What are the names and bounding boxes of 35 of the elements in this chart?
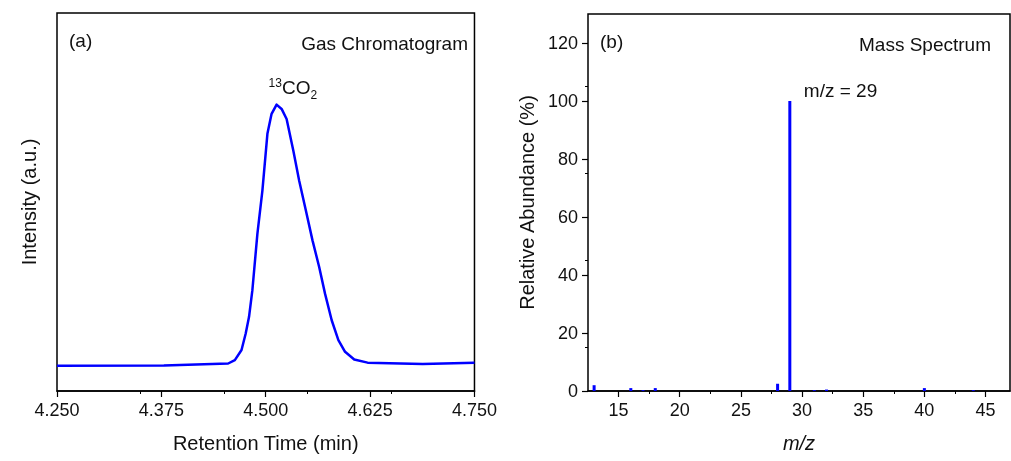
x-tick-label: 45 xyxy=(975,400,996,420)
annotation: m/z = 29 xyxy=(803,80,878,101)
x-tick-label: 4.625 xyxy=(347,400,393,420)
x-tick-label: 35 xyxy=(853,400,874,420)
x-axis-title: Retention Time (min) xyxy=(172,432,359,454)
annotation: $^{13}$CO$_{2}$ xyxy=(268,75,318,102)
bar xyxy=(776,383,780,391)
x-tick-label: 30 xyxy=(792,400,813,420)
y-tick-label: 120 xyxy=(547,33,578,53)
y-tick-label: 20 xyxy=(557,323,578,343)
x-tick-label: 4.375 xyxy=(138,400,184,420)
y-tick-label: 60 xyxy=(557,207,578,227)
x-tick-label: 25 xyxy=(730,400,751,420)
x-tick-label: 4.750 xyxy=(451,400,497,420)
y-tick-label: 0 xyxy=(567,381,578,401)
x-tick-label: 4.250 xyxy=(34,400,80,420)
text: Mass Spectrum xyxy=(859,34,991,55)
y-axis-title: Relative Abundance (%) xyxy=(516,95,539,310)
y-axis-title: Intensity (a.u.) xyxy=(18,138,40,266)
bar xyxy=(629,388,633,391)
x-tick-label: 15 xyxy=(608,400,629,420)
y-tick-label: 40 xyxy=(557,265,578,285)
chart-title: Gas Chromatogram xyxy=(301,33,469,54)
y-tick-label: 80 xyxy=(557,149,578,169)
x-axis-title: m/z xyxy=(782,432,816,454)
bar xyxy=(922,388,926,391)
x-tick-label: 20 xyxy=(669,400,690,420)
x-tick-label: 40 xyxy=(914,400,935,420)
x-tick-label: 4.500 xyxy=(243,400,289,420)
y-tick-label: 100 xyxy=(547,91,578,111)
bar xyxy=(788,101,792,391)
bar xyxy=(592,385,596,391)
text: (a) xyxy=(69,30,93,51)
bar xyxy=(653,388,657,391)
annotation: (b) xyxy=(600,31,624,52)
